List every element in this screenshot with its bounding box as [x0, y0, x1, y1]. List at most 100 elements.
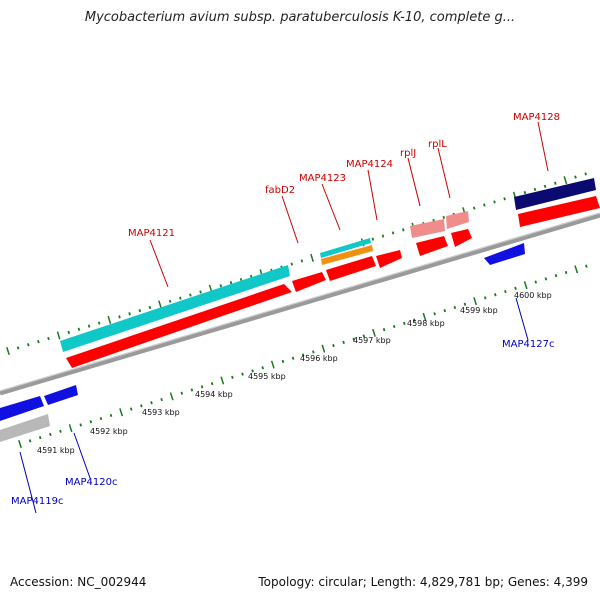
scale-label-4598: 4598 kbp — [407, 319, 445, 328]
gene-label-MAP4123[interactable]: MAP4123 — [299, 173, 346, 184]
gene-MAP4121-arrow[interactable] — [292, 272, 326, 292]
lower-ruler-tick — [210, 382, 214, 386]
upper-ruler-tick — [219, 284, 223, 288]
lower-ruler-tick — [89, 420, 93, 424]
gene-MAP4124-arrow[interactable] — [326, 256, 376, 281]
lower-ruler-tick — [231, 375, 234, 379]
upper-ruler-tick — [16, 346, 20, 350]
scale-label-4591: 4591 kbp — [37, 446, 75, 455]
lower-ruler-tick — [564, 270, 568, 275]
lower-ruler-tick — [169, 392, 174, 401]
upper-ruler-tick — [523, 190, 527, 195]
lower-ruler-tick — [514, 286, 517, 290]
lower-ruler-tick — [382, 328, 386, 332]
upper-ruler-tick — [483, 203, 486, 207]
gene-rplL-arrow[interactable] — [451, 229, 472, 247]
lower-ruler-tick — [494, 293, 497, 297]
lower-ruler-tick — [544, 277, 548, 281]
upper-ruler-tick — [77, 327, 81, 331]
lower-ruler-tick — [261, 366, 264, 370]
lower-ruler-tick — [119, 408, 124, 417]
upper-ruler-tick — [543, 184, 547, 188]
lower-ruler-tick — [190, 388, 194, 392]
genome-backbone — [0, 212, 600, 396]
lower-ruler-tick — [585, 264, 588, 268]
genome-summary-text: Topology: circular; Length: 4,829,781 bp… — [258, 575, 588, 589]
lower-ruler-tick — [301, 353, 305, 357]
gene-label-MAP4119c[interactable]: MAP4119c — [11, 496, 63, 507]
upper-ruler-tick — [138, 309, 142, 313]
lower-ruler-tick — [49, 432, 52, 437]
lower-ruler-tick — [403, 321, 406, 325]
lower-ruler-tick — [483, 296, 487, 300]
lower-ruler-tick — [180, 391, 184, 395]
lower-ruler-tick — [504, 289, 507, 294]
gene-label-MAP4127c[interactable]: MAP4127c — [502, 339, 554, 350]
scale-label-4599: 4599 kbp — [460, 306, 498, 315]
gene-MAP4128-bar[interactable] — [514, 178, 596, 210]
lower-ruler-tick — [342, 340, 345, 344]
gene-label-fabD2[interactable]: fabD2 — [265, 185, 295, 196]
gene-MAP4120c-arrow[interactable] — [44, 385, 78, 405]
upper-ruler-tick — [391, 231, 395, 235]
scale-label-4596: 4596 kbp — [300, 354, 338, 363]
gene-rplJ-pseudo[interactable] — [410, 219, 445, 238]
upper-ruler-tick — [472, 206, 476, 210]
gene-MAP4123-cyan[interactable] — [320, 238, 371, 258]
gene-label-MAP4121[interactable]: MAP4121 — [128, 228, 175, 239]
gene-label-MAP4128[interactable]: MAP4128 — [513, 112, 560, 123]
lower-ruler-tick — [392, 324, 396, 329]
upper-ruler-tick — [148, 305, 152, 310]
upper-ruler-tick — [371, 237, 375, 241]
lower-ruler-tick — [59, 429, 62, 433]
upper-ruler-tick — [300, 259, 304, 263]
scale-label-4600: 4600 kbp — [514, 291, 552, 300]
lower-ruler-tick — [453, 305, 457, 310]
upper-ruler-tick — [310, 253, 314, 262]
lower-ruler-tick — [28, 439, 32, 443]
upper-ruler-tick — [67, 330, 71, 334]
gene-label-MAP4120c[interactable]: MAP4120c — [65, 477, 117, 488]
genome-backbone-highlight — [0, 212, 600, 392]
lower-ruler-tick — [574, 265, 579, 274]
gene-rplL-pseudo[interactable] — [446, 211, 469, 229]
lower-ruler-tick — [443, 309, 447, 313]
lower-ruler-tick — [422, 312, 427, 322]
gene-rplJ-arrow[interactable] — [416, 236, 448, 256]
upper-ruler-tick — [168, 299, 172, 303]
lower-tick-ruler — [18, 264, 588, 449]
gene-reverse-gray[interactable] — [0, 414, 50, 442]
upper-ruler-tick — [6, 346, 10, 356]
lower-ruler-tick — [150, 401, 153, 405]
gene-label-MAP4124[interactable]: MAP4124 — [346, 159, 393, 170]
lower-ruler-tick — [321, 344, 326, 353]
accession-text: Accession: NC_002944 — [10, 575, 147, 589]
gene-MAP4127c-arrow[interactable] — [484, 243, 525, 265]
gene-MAP4121-bar[interactable] — [60, 265, 290, 352]
lower-ruler-tick — [312, 350, 315, 354]
gene-MAP4124b-arrow[interactable] — [376, 250, 402, 268]
lower-ruler-tick — [352, 337, 356, 341]
lower-ruler-tick — [413, 318, 416, 322]
gene-label-rplL[interactable]: rplL — [428, 139, 447, 150]
lower-ruler-tick — [433, 312, 436, 316]
lower-ruler-tick — [362, 334, 366, 338]
gene-MAP4128-arrow[interactable] — [518, 196, 600, 227]
lower-ruler-tick — [332, 343, 335, 348]
gene-label-rplJ[interactable]: rplJ — [400, 148, 416, 159]
gene-MAP4123-orange[interactable] — [321, 245, 373, 265]
lower-ruler-tick — [129, 407, 133, 411]
lower-ruler-tick — [251, 369, 254, 373]
upper-ruler-tick — [56, 331, 61, 340]
gene-MAP4119c-arrow[interactable] — [0, 396, 44, 421]
upper-ruler-tick — [158, 300, 162, 309]
map-title: Mycobacterium avium subsp. paratuberculo… — [84, 10, 516, 25]
lower-ruler-tick — [523, 281, 528, 290]
gene-fabD2-arrow[interactable] — [66, 284, 292, 368]
upper-ruler-tick — [87, 324, 91, 328]
upper-ruler-tick — [189, 293, 192, 297]
upper-ruler-tick — [554, 181, 557, 185]
scale-label-4597: 4597 kbp — [353, 336, 391, 345]
scale-label-4595: 4595 kbp — [248, 372, 286, 381]
